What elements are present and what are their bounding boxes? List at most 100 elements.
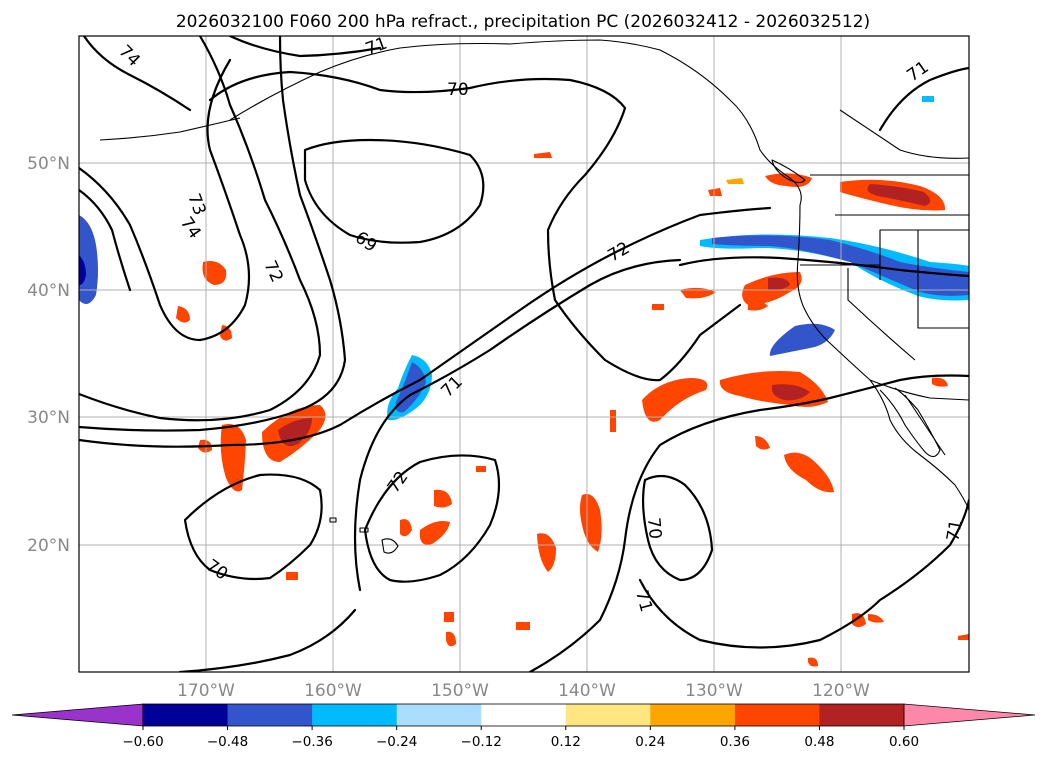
pos-area-24	[932, 377, 948, 387]
contour-71-west	[79, 36, 347, 432]
pos-area-30	[286, 572, 298, 580]
pos-area-29	[516, 622, 530, 630]
colorbar-tick-label: −0.60	[122, 734, 163, 750]
colorbar-tick-label: −0.48	[207, 734, 248, 750]
pos-area-17	[400, 519, 412, 537]
pos-area-16	[419, 521, 450, 545]
colorbar-frame	[142, 703, 905, 727]
state-border-3	[879, 229, 969, 265]
lon-label: 130°W	[685, 681, 743, 701]
pos-area-10	[680, 287, 716, 299]
contour-72-lower-loop	[363, 454, 501, 583]
colorbar-tick-label: 0.60	[889, 734, 919, 750]
neg-band-east-inner	[712, 235, 969, 296]
longitude-labels: 170°W 160°W 150°W 140°W 130°W 120°W	[177, 681, 870, 701]
colorbar-tick-label: 0.12	[551, 734, 581, 750]
pos-area-9-core	[768, 277, 790, 291]
colorbar-extend-min	[11, 703, 144, 727]
lat-label: 50°N	[27, 154, 70, 174]
neg-area-west-core	[79, 255, 86, 285]
contour-71-southeast	[638, 498, 969, 649]
contour-70-southwest	[183, 473, 323, 581]
lat-label: 30°N	[27, 408, 70, 428]
pos-area-22	[852, 613, 866, 627]
pos-area-27	[708, 188, 722, 196]
contour-71-south	[528, 374, 969, 672]
contour-71-east-top	[878, 66, 969, 132]
contour-label: 70	[643, 517, 665, 540]
hawaii-small-2	[329, 517, 337, 523]
hawaii-big	[381, 538, 399, 554]
lat-label: 40°N	[27, 281, 70, 301]
colorbar-segment	[396, 704, 482, 726]
colorbar-segment	[143, 704, 229, 726]
negative-precip-areas	[79, 96, 969, 421]
colorbar-tick-label: 0.24	[635, 734, 665, 750]
pos-area-25	[534, 152, 552, 158]
pos-area-20	[444, 612, 454, 622]
vancouver-island	[771, 159, 806, 184]
california-nevada	[847, 268, 916, 361]
colorbar-segment	[227, 704, 313, 726]
colorbar-tick-label: 0.36	[720, 734, 750, 750]
colorbar-segment	[734, 704, 820, 726]
pos-area-1	[202, 261, 227, 285]
lon-label: 120°W	[812, 681, 870, 701]
colorbar-segment	[565, 704, 651, 726]
contour-label: 71	[943, 518, 966, 543]
pos-area-33	[748, 300, 768, 311]
pos-area-13	[784, 452, 834, 493]
pos-area-4-core	[278, 418, 312, 447]
contour-lines	[79, 36, 969, 672]
lon-label: 140°W	[558, 681, 616, 701]
colorbar-segment	[312, 704, 398, 726]
lon-label: 150°W	[431, 681, 489, 701]
pos-area-14	[755, 436, 770, 450]
pos-area-21	[446, 631, 456, 647]
pos-area-15	[434, 489, 452, 508]
pos-area-7	[642, 378, 708, 422]
lon-label: 160°W	[304, 681, 362, 701]
pos-area-5	[220, 424, 246, 492]
lat-label: 20°N	[27, 536, 70, 556]
contour-72-west	[79, 36, 322, 422]
state-border-4	[917, 230, 969, 329]
lon-label: 170°W	[177, 681, 235, 701]
colorbar-tick-label: 0.48	[804, 734, 834, 750]
contour-74-west	[79, 188, 132, 292]
colorbar-segment	[650, 704, 736, 726]
latitude-labels: 50°N 40°N 30°N 20°N	[27, 154, 70, 556]
contour-73-west	[79, 58, 251, 342]
map-frame	[78, 35, 970, 673]
contour-71-across	[79, 206, 772, 448]
contour-72-center	[353, 258, 682, 592]
alaska-coast	[229, 39, 802, 206]
contour-69-center	[303, 138, 485, 244]
pos-area-35	[476, 466, 486, 472]
colorbar: −0.60 −0.48 −0.36 −0.24 −0.12 0.12 0.24 0.36 0.4…	[11, 703, 1036, 750]
pos-area-31	[610, 410, 616, 432]
contour-71-bottom	[178, 608, 357, 672]
ocean-background	[79, 36, 969, 672]
contour-label: 70	[447, 80, 469, 100]
mexico-border	[869, 379, 969, 401]
coastlines	[99, 39, 969, 554]
contour-74-northwest	[82, 36, 192, 112]
gulf-california	[904, 394, 946, 456]
pos-area-8-core	[771, 384, 810, 401]
contour-label: 71	[363, 34, 390, 60]
neg-area-west	[79, 215, 98, 304]
pos-area-11-core	[867, 184, 931, 206]
canada-interior	[839, 109, 969, 159]
pos-area-34	[652, 304, 664, 310]
colorbar-tick-label: −0.12	[461, 734, 502, 750]
pos-area-2	[176, 306, 190, 323]
contour-71-north	[228, 36, 382, 58]
colorbar-segment	[819, 704, 905, 726]
map-title: 2026032100 F060 200 hPa refract., precip…	[176, 12, 870, 32]
neg-area-small-1	[922, 96, 934, 102]
pos-area-32	[958, 634, 969, 640]
pos-area-28	[808, 657, 818, 667]
colorbar-segment	[481, 704, 567, 726]
